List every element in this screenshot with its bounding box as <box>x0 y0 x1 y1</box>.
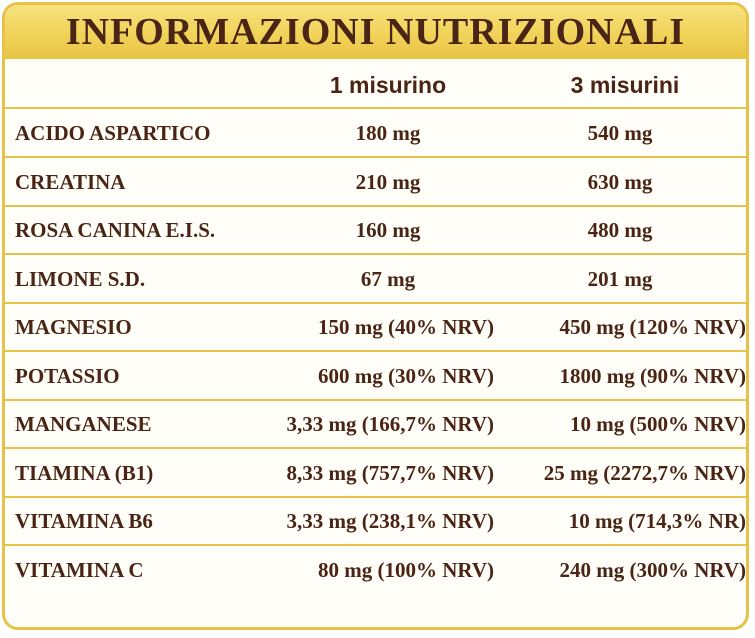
nutrient-name: TIAMINA (B1) <box>15 460 154 485</box>
value-3-misurini: 450 mg (120% NRV) <box>559 315 747 339</box>
column-header-3-misurini: 3 misurini <box>570 72 680 98</box>
table-row: MANGANESE 3,33 mg (166,7% NRV) 10 mg (500%… <box>5 400 746 449</box>
nutrient-name: LIMONE S.D. <box>15 266 146 291</box>
table-row: ACIDO ASPARTICO 180 mg 540 mg <box>5 109 746 158</box>
nutrient-name: POTASSIO <box>15 363 120 388</box>
nutrient-name: CREATINA <box>15 169 126 194</box>
nutrition-table: INFORMAZIONI NUTRIZIONALI 1 misurino 3 m… <box>2 2 749 630</box>
value-3-misurini: 1800 mg (90% NRV) <box>559 363 747 388</box>
value-1-misurino: 8,33 mg (757,7% NRV) <box>286 460 495 485</box>
nutrient-name: ROSA CANINA E.I.S. <box>15 218 216 242</box>
value-3-misurini: 25 mg (2272,7% NRV) <box>543 460 746 485</box>
nutrient-name: MAGNESIO <box>15 315 132 339</box>
column-header-1-misurino: 1 misurino <box>329 72 447 98</box>
table-row: VITAMINA B6 3,33 mg (238,1% NRV) 10 mg (71… <box>5 497 746 546</box>
table-row: LIMONE S.D. 67 mg 201 mg <box>5 255 746 304</box>
nutrient-name: VITAMINA C <box>15 557 144 582</box>
value-3-misurini: 10 mg (714,3% NR) <box>568 509 746 533</box>
table-row: ROSA CANINA E.I.S. 160 mg 480 mg <box>5 206 746 255</box>
table-row: CREATINA 210 mg 630 mg <box>5 158 746 207</box>
value-1-misurino: 3,33 mg (166,7% NRV) <box>286 412 495 436</box>
value-1-misurino: 180 mg <box>355 121 421 145</box>
table-row: VITAMINA C 80 mg (100% NRV) 240 mg (300% N… <box>5 546 746 593</box>
value-1-misurino: 67 mg <box>360 266 416 291</box>
value-3-misurini: 540 mg <box>587 121 653 145</box>
column-headers: 1 misurino 3 misurini <box>5 63 746 109</box>
value-3-misurini: 480 mg <box>587 218 653 242</box>
nutrient-name: MANGANESE <box>15 412 152 436</box>
value-3-misurini: 240 mg (300% NRV) <box>559 557 747 582</box>
value-1-misurino: 80 mg (100% NRV) <box>318 557 494 582</box>
value-3-misurini: 630 mg <box>587 169 653 194</box>
table-title: INFORMAZIONI NUTRIZIONALI <box>65 11 686 53</box>
table-row: POTASSIO 600 mg (30% NRV) 1800 mg (90% NRV… <box>5 352 746 401</box>
nutrient-name: ACIDO ASPARTICO <box>15 121 211 145</box>
value-1-misurino: 160 mg <box>355 218 421 242</box>
value-3-misurini: 10 mg (500% NRV) <box>570 412 746 436</box>
title-bar: INFORMAZIONI NUTRIZIONALI <box>5 5 746 59</box>
value-1-misurino: 600 mg (30% NRV) <box>318 363 494 388</box>
value-3-misurini: 201 mg <box>587 266 653 291</box>
table-row: TIAMINA (B1) 8,33 mg (757,7% NRV) 25 mg (2… <box>5 449 746 498</box>
nutrient-name: VITAMINA B6 <box>15 509 153 533</box>
value-1-misurino: 3,33 mg (238,1% NRV) <box>286 509 495 533</box>
table-row: MAGNESIO 150 mg (40% NRV) 450 mg (120% NRV… <box>5 303 746 352</box>
value-1-misurino: 210 mg <box>355 169 421 194</box>
value-1-misurino: 150 mg (40% NRV) <box>318 315 494 339</box>
